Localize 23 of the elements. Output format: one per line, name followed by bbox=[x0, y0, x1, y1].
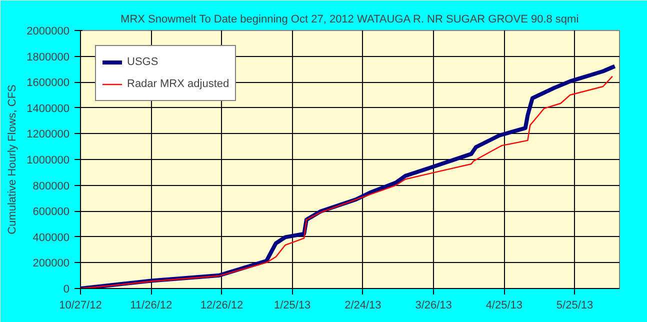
y-tick-label: 200000 bbox=[32, 258, 70, 270]
y-tick-label: 600000 bbox=[32, 206, 70, 218]
x-tick-label: 3/26/13 bbox=[415, 300, 452, 312]
chart-title: MRX Snowmelt To Date beginning Oct 27, 2012 WATAUGA R. NR SUGAR GROVE 90.8 sqmi bbox=[120, 14, 579, 26]
y-tick-label: 1600000 bbox=[26, 77, 70, 90]
legend-label: Radar MRX adjusted bbox=[127, 78, 230, 90]
x-tick-label: 5/25/13 bbox=[556, 300, 594, 312]
y-tick-label: 0 bbox=[63, 284, 70, 296]
x-tick-label: 2/24/13 bbox=[344, 300, 382, 312]
x-tick-label: 11/26/12 bbox=[130, 300, 172, 312]
x-tick-label: 1/25/13 bbox=[274, 300, 311, 312]
y-tick-label: 1000000 bbox=[26, 154, 70, 166]
y-tick-label: 1800000 bbox=[26, 51, 70, 64]
x-tick-label: 12/26/12 bbox=[200, 300, 244, 312]
y-tick-label: 800000 bbox=[32, 180, 70, 192]
y-tick-label: 1400000 bbox=[26, 102, 70, 115]
legend-label: USGS bbox=[127, 56, 158, 68]
x-tick-label: 10/27/12 bbox=[59, 300, 102, 312]
y-tick-label: 1200000 bbox=[26, 128, 70, 141]
y-tick-label: 400000 bbox=[32, 232, 70, 244]
x-tick-label: 4/25/13 bbox=[486, 300, 523, 312]
y-tick-label: 2000000 bbox=[26, 26, 70, 38]
y-axis-title: Cumulative Hourly Flows, CFS bbox=[6, 84, 19, 234]
